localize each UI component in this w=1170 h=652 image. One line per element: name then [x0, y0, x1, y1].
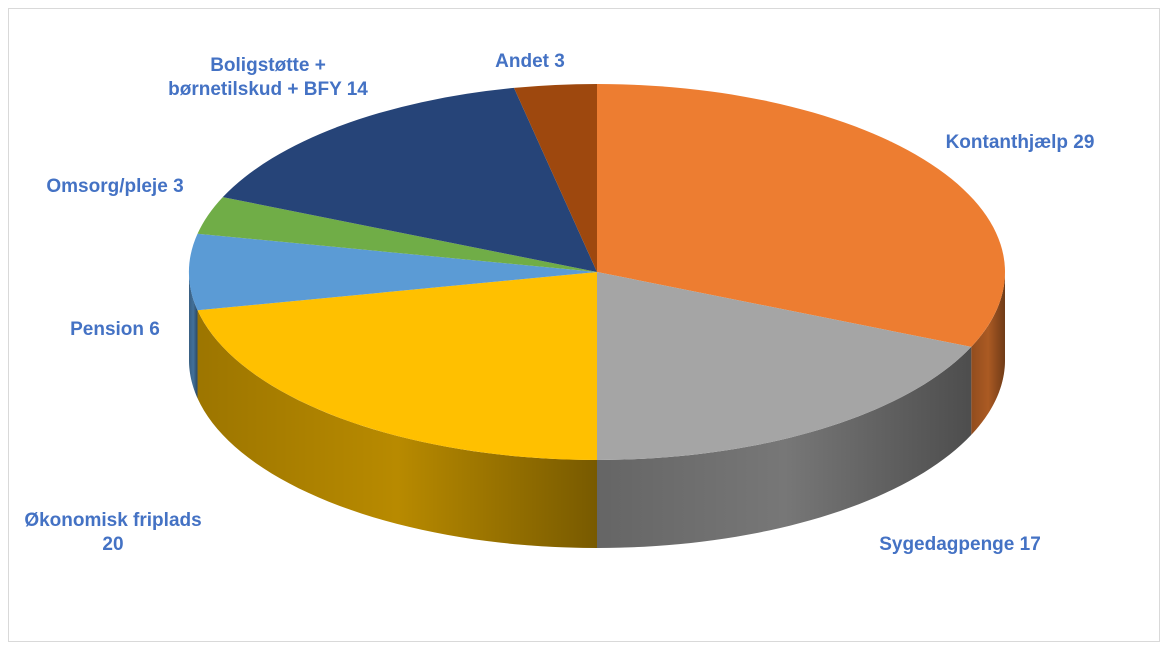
pie-slice [597, 272, 972, 460]
side-shading [597, 346, 972, 548]
data-label: Andet 3 [450, 50, 610, 74]
pie-slice [197, 272, 597, 460]
label-category: Kontanthjælp [945, 132, 1068, 153]
label-value: 14 [346, 79, 368, 100]
pie-slice [597, 84, 1005, 347]
data-label: Omsorg/pleje 3 [15, 175, 215, 199]
data-label: Økonomisk friplads 20 [13, 509, 213, 557]
label-value: 6 [149, 319, 160, 340]
label-value: 20 [102, 534, 124, 555]
pie-slice [189, 233, 597, 311]
pie-slice [197, 197, 597, 272]
label-category: Pension [70, 319, 145, 340]
label-category: Økonomisk friplads [24, 510, 202, 531]
data-label: Pension 6 [35, 318, 195, 342]
label-value: 3 [554, 51, 565, 72]
side-shading [189, 272, 198, 399]
label-value: 17 [1019, 534, 1041, 555]
data-label: Sygedagpenge 17 [840, 533, 1080, 557]
pie-slice [222, 87, 598, 272]
data-label: Boligstøtte + børnetilskud + BFY 14 [163, 54, 373, 102]
side-shading [197, 310, 597, 548]
label-category: Boligstøtte + børnetilskud + BFY [168, 55, 342, 100]
pie-slice [513, 84, 597, 272]
side-shading [971, 272, 1005, 435]
label-category: Omsorg/pleje [46, 176, 168, 197]
label-category: Andet [495, 51, 549, 72]
data-label: Kontanthjælp 29 [900, 131, 1140, 155]
chart-frame [8, 8, 1160, 642]
label-category: Sygedagpenge [879, 534, 1015, 555]
label-value: 29 [1073, 132, 1095, 153]
label-value: 3 [173, 176, 184, 197]
